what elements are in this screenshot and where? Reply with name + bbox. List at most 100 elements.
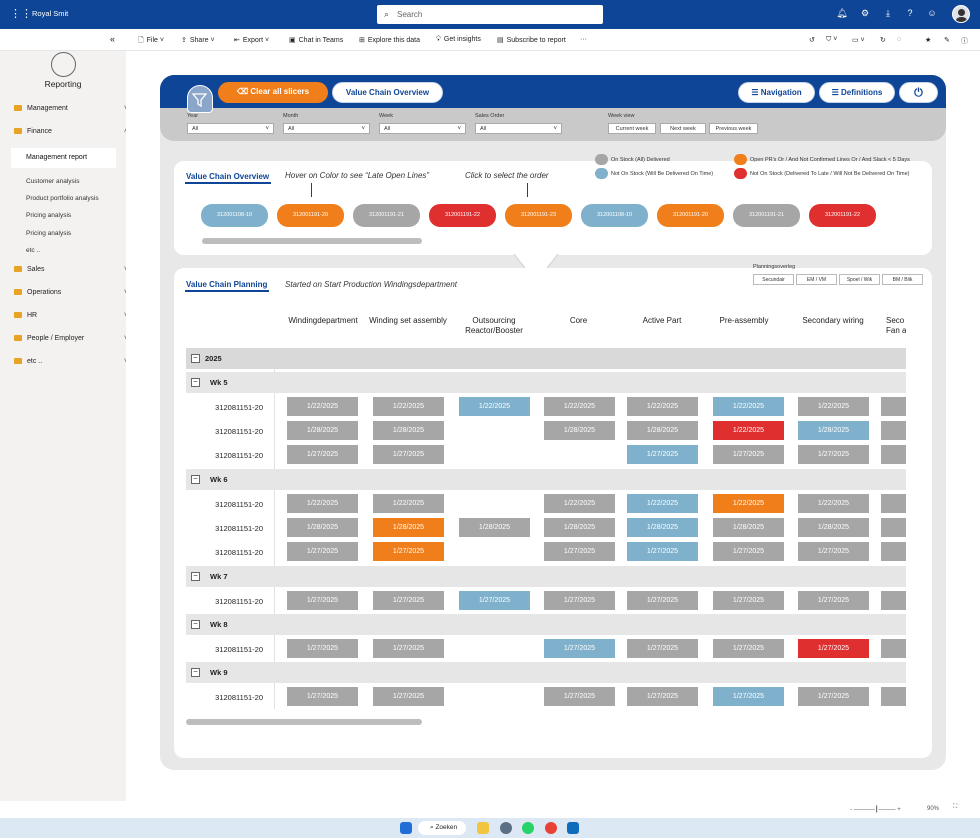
collapse-icon[interactable]: −: [191, 620, 200, 629]
explore-data-button[interactable]: ⊞ Explore this data: [359, 36, 420, 44]
date-cell[interactable]: 1/27/2025: [798, 445, 869, 464]
chrome-icon[interactable]: [545, 822, 557, 834]
date-cell[interactable]: 1/22/2025: [798, 494, 869, 513]
view-icon[interactable]: ▭ ˅: [852, 37, 865, 44]
date-cell[interactable]: 1/27/2025: [287, 591, 358, 610]
previous-week-button[interactable]: Previous week: [709, 123, 758, 134]
tab-value-chain-planning[interactable]: Value Chain Planning: [186, 280, 268, 289]
sidebar-item-people-employer[interactable]: People / Employer˅: [14, 335, 128, 342]
order-bubble[interactable]: 312001191-20: [657, 204, 724, 227]
sidebar-item-finance[interactable]: Finance˄: [14, 128, 128, 135]
order-bubble[interactable]: 312001191-21: [733, 204, 800, 227]
date-cell[interactable]: 1/27/2025: [713, 639, 784, 658]
date-cell[interactable]: 1/28/2025: [798, 518, 869, 537]
date-cell[interactable]: 1/27/2025: [713, 542, 784, 561]
date-cell[interactable]: 1/28/2025: [798, 421, 869, 440]
year-dropdown[interactable]: All ˅: [187, 123, 274, 134]
sidebar-item-hr[interactable]: HR˅: [14, 312, 128, 319]
bm-blik-button[interactable]: BM / Blik: [882, 274, 923, 285]
date-cell[interactable]: 1/22/2025: [713, 421, 784, 440]
date-cell[interactable]: 1/28/2025: [713, 518, 784, 537]
taskbar-search[interactable]: ⌕ Zoeken: [418, 821, 466, 835]
date-cell[interactable]: 1/28/2025: [459, 518, 530, 537]
date-cell[interactable]: [881, 421, 906, 440]
date-cell[interactable]: [881, 591, 906, 610]
date-cell[interactable]: 1/27/2025: [373, 445, 444, 464]
date-cell[interactable]: 1/22/2025: [287, 397, 358, 416]
date-cell[interactable]: 1/28/2025: [544, 518, 615, 537]
date-cell[interactable]: 1/27/2025: [287, 687, 358, 706]
date-cell[interactable]: 1/27/2025: [798, 542, 869, 561]
help-icon[interactable]: ?: [907, 8, 913, 18]
week-group-row[interactable]: − Wk 8: [186, 614, 906, 635]
date-cell[interactable]: 1/27/2025: [713, 591, 784, 610]
date-cell[interactable]: [881, 518, 906, 537]
share-menu[interactable]: ⇪ Share ˅: [181, 37, 215, 44]
date-cell[interactable]: 1/27/2025: [287, 445, 358, 464]
collapse-icon[interactable]: −: [191, 354, 200, 363]
date-cell[interactable]: 1/27/2025: [798, 639, 869, 658]
date-cell[interactable]: 1/27/2025: [544, 542, 615, 561]
date-cell[interactable]: 1/22/2025: [544, 397, 615, 416]
month-dropdown[interactable]: All ˅: [283, 123, 370, 134]
date-cell[interactable]: 1/22/2025: [713, 397, 784, 416]
date-cell[interactable]: 1/22/2025: [627, 397, 698, 416]
date-cell[interactable]: 1/27/2025: [627, 687, 698, 706]
date-cell[interactable]: 1/27/2025: [544, 591, 615, 610]
date-cell[interactable]: 1/22/2025: [373, 494, 444, 513]
chat-in-teams-button[interactable]: ▣ Chat in Teams: [289, 36, 343, 44]
bookmark-icon[interactable]: ⛉ ˅: [826, 36, 838, 43]
search-input[interactable]: ⌕ Search: [377, 5, 603, 24]
date-cell[interactable]: 1/27/2025: [287, 542, 358, 561]
date-cell[interactable]: 1/27/2025: [627, 591, 698, 610]
app-launcher-icon[interactable]: ⋮⋮: [10, 8, 32, 20]
sidebar-item-customer-analysis[interactable]: Customer analysis: [26, 178, 80, 185]
date-cell[interactable]: 1/22/2025: [459, 397, 530, 416]
date-cell[interactable]: 1/22/2025: [713, 494, 784, 513]
zoom-slider[interactable]: - ─────┃──── +: [850, 807, 901, 813]
overview-scrollbar[interactable]: [202, 238, 422, 244]
spoel-wik-button[interactable]: Spoel / Wik: [839, 274, 880, 285]
date-cell[interactable]: [881, 397, 906, 416]
file-explorer-icon[interactable]: [477, 822, 489, 834]
date-cell[interactable]: 1/27/2025: [373, 687, 444, 706]
order-bubble[interactable]: 312001191-22: [809, 204, 876, 227]
week-group-row[interactable]: − Wk 9: [186, 662, 906, 683]
sidebar-item-etc[interactable]: etc ..: [26, 247, 41, 254]
date-cell[interactable]: 1/27/2025: [627, 542, 698, 561]
week-dropdown[interactable]: All ˅: [379, 123, 466, 134]
definitions-button[interactable]: ☰ Definitions: [819, 82, 895, 103]
date-cell[interactable]: 1/28/2025: [627, 518, 698, 537]
undo-icon[interactable]: ↺: [809, 37, 815, 44]
outlook-icon[interactable]: [567, 822, 579, 834]
date-cell[interactable]: 1/27/2025: [627, 639, 698, 658]
fit-page-icon[interactable]: ⛶: [953, 804, 958, 810]
avatar[interactable]: [952, 5, 970, 23]
week-group-row[interactable]: − Wk 7: [186, 566, 906, 587]
date-cell[interactable]: [881, 542, 906, 561]
date-cell[interactable]: 1/27/2025: [373, 639, 444, 658]
year-group-row[interactable]: −2025: [186, 348, 906, 369]
refresh-icon[interactable]: ↻: [880, 37, 886, 44]
date-cell[interactable]: 1/27/2025: [627, 445, 698, 464]
date-cell[interactable]: 1/27/2025: [373, 591, 444, 610]
sidebar-item-pricing-analysis[interactable]: Pricing analysis: [26, 212, 72, 219]
date-cell[interactable]: 1/22/2025: [627, 494, 698, 513]
file-menu[interactable]: 🗋 File ˅: [138, 37, 164, 44]
filter-funnel-icon[interactable]: [187, 85, 213, 113]
date-cell[interactable]: 1/22/2025: [373, 397, 444, 416]
sidebar-item-product-portfolio[interactable]: Product portfolio analysis: [26, 195, 99, 202]
date-cell[interactable]: [881, 639, 906, 658]
sidebar-item-sales[interactable]: Sales˅: [14, 266, 128, 273]
date-cell[interactable]: 1/27/2025: [798, 687, 869, 706]
date-cell[interactable]: 1/27/2025: [713, 445, 784, 464]
date-cell[interactable]: 1/27/2025: [798, 591, 869, 610]
date-cell[interactable]: 1/27/2025: [713, 687, 784, 706]
power-icon[interactable]: ⏻: [899, 82, 938, 103]
date-cell[interactable]: 1/28/2025: [544, 421, 615, 440]
date-cell[interactable]: 1/27/2025: [287, 639, 358, 658]
next-week-button[interactable]: Next week: [660, 123, 706, 134]
date-cell[interactable]: 1/22/2025: [287, 494, 358, 513]
date-cell[interactable]: 1/28/2025: [627, 421, 698, 440]
secundair-button[interactable]: Secundair: [753, 274, 794, 285]
